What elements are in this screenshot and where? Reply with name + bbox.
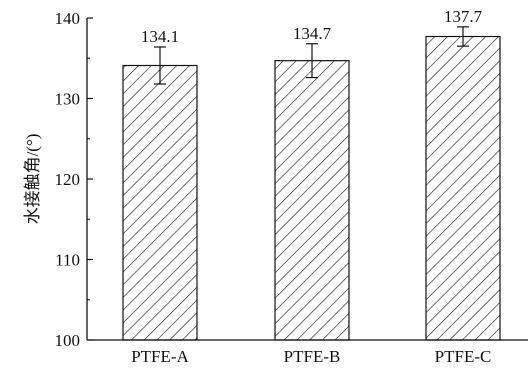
x-labels-group: PTFE-A PTFE-B PTFE-C xyxy=(131,347,491,366)
error-bars-group xyxy=(154,26,469,85)
bar-ptfe-c xyxy=(425,35,501,341)
y-tick-label-120: 120 xyxy=(55,170,81,189)
x-label-ptfe-c: PTFE-C xyxy=(435,347,492,366)
bars-group xyxy=(122,35,501,341)
data-label-ptfe-a: 134.1 xyxy=(141,27,179,46)
x-label-ptfe-a: PTFE-A xyxy=(131,347,189,366)
x-label-ptfe-b: PTFE-B xyxy=(284,347,341,366)
y-tick-label-110: 110 xyxy=(55,251,80,270)
y-tick-label-100: 100 xyxy=(55,331,81,350)
bar-ptfe-a xyxy=(122,64,198,341)
bar-ptfe-b xyxy=(274,60,350,341)
y-ticks-group: 100 110 120 130 140 xyxy=(55,9,93,350)
y-axis-title: 水接触角/(°) xyxy=(23,134,42,225)
data-label-ptfe-c: 137.7 xyxy=(444,7,483,26)
y-tick-label-140: 140 xyxy=(55,9,81,28)
y-tick-label-130: 130 xyxy=(55,90,81,109)
data-label-ptfe-b: 134.7 xyxy=(293,24,332,43)
data-labels-group: 134.1 134.7 137.7 xyxy=(141,7,483,46)
